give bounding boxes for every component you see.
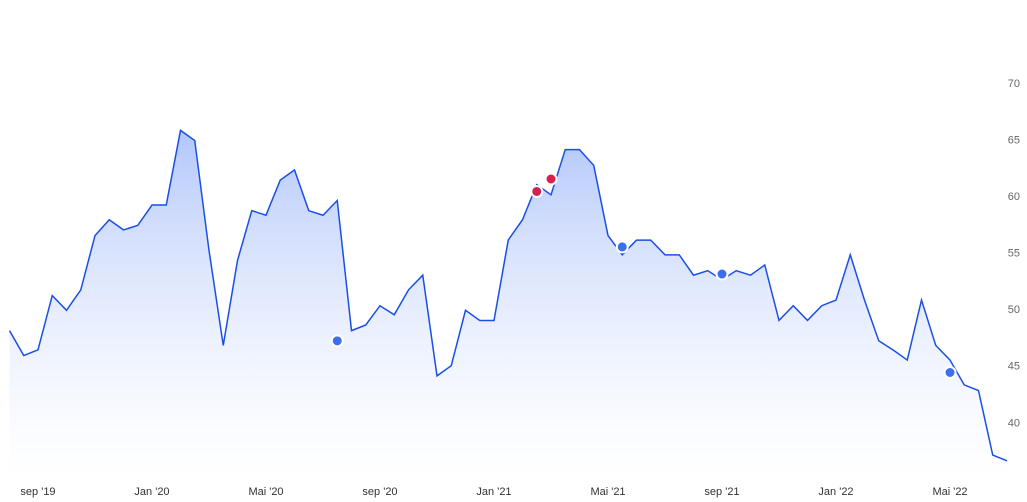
x-tick-label: sep '21 (704, 486, 739, 498)
x-tick-label: Mai '20 (248, 486, 283, 498)
x-tick-label: Jan '21 (476, 486, 511, 498)
x-tick-label: Jan '22 (818, 486, 853, 498)
x-tick-label: Mai '21 (590, 486, 625, 498)
y-tick-label: 40 (1008, 417, 1020, 429)
x-tick-label: Jan '20 (134, 486, 169, 498)
event-marker (530, 184, 544, 198)
event-marker (544, 172, 558, 186)
event-marker (715, 267, 729, 281)
y-tick-label: 70 (1008, 78, 1020, 90)
x-tick-label: sep '20 (362, 486, 397, 498)
y-tick-label: 55 (1008, 248, 1020, 260)
event-marker (943, 366, 957, 379)
area (9, 130, 1007, 480)
x-tick-label: Mai '22 (932, 486, 967, 498)
y-tick-label: 65 (1008, 134, 1020, 146)
price-line (8, 129, 1008, 462)
event-marker (615, 240, 629, 254)
y-tick-label: 50 (1008, 304, 1020, 316)
y-tick-label: 60 (1008, 191, 1020, 203)
y-tick-label: 45 (1008, 361, 1020, 373)
event-marker (330, 334, 344, 348)
x-tick-label: sep '19 (20, 486, 55, 498)
